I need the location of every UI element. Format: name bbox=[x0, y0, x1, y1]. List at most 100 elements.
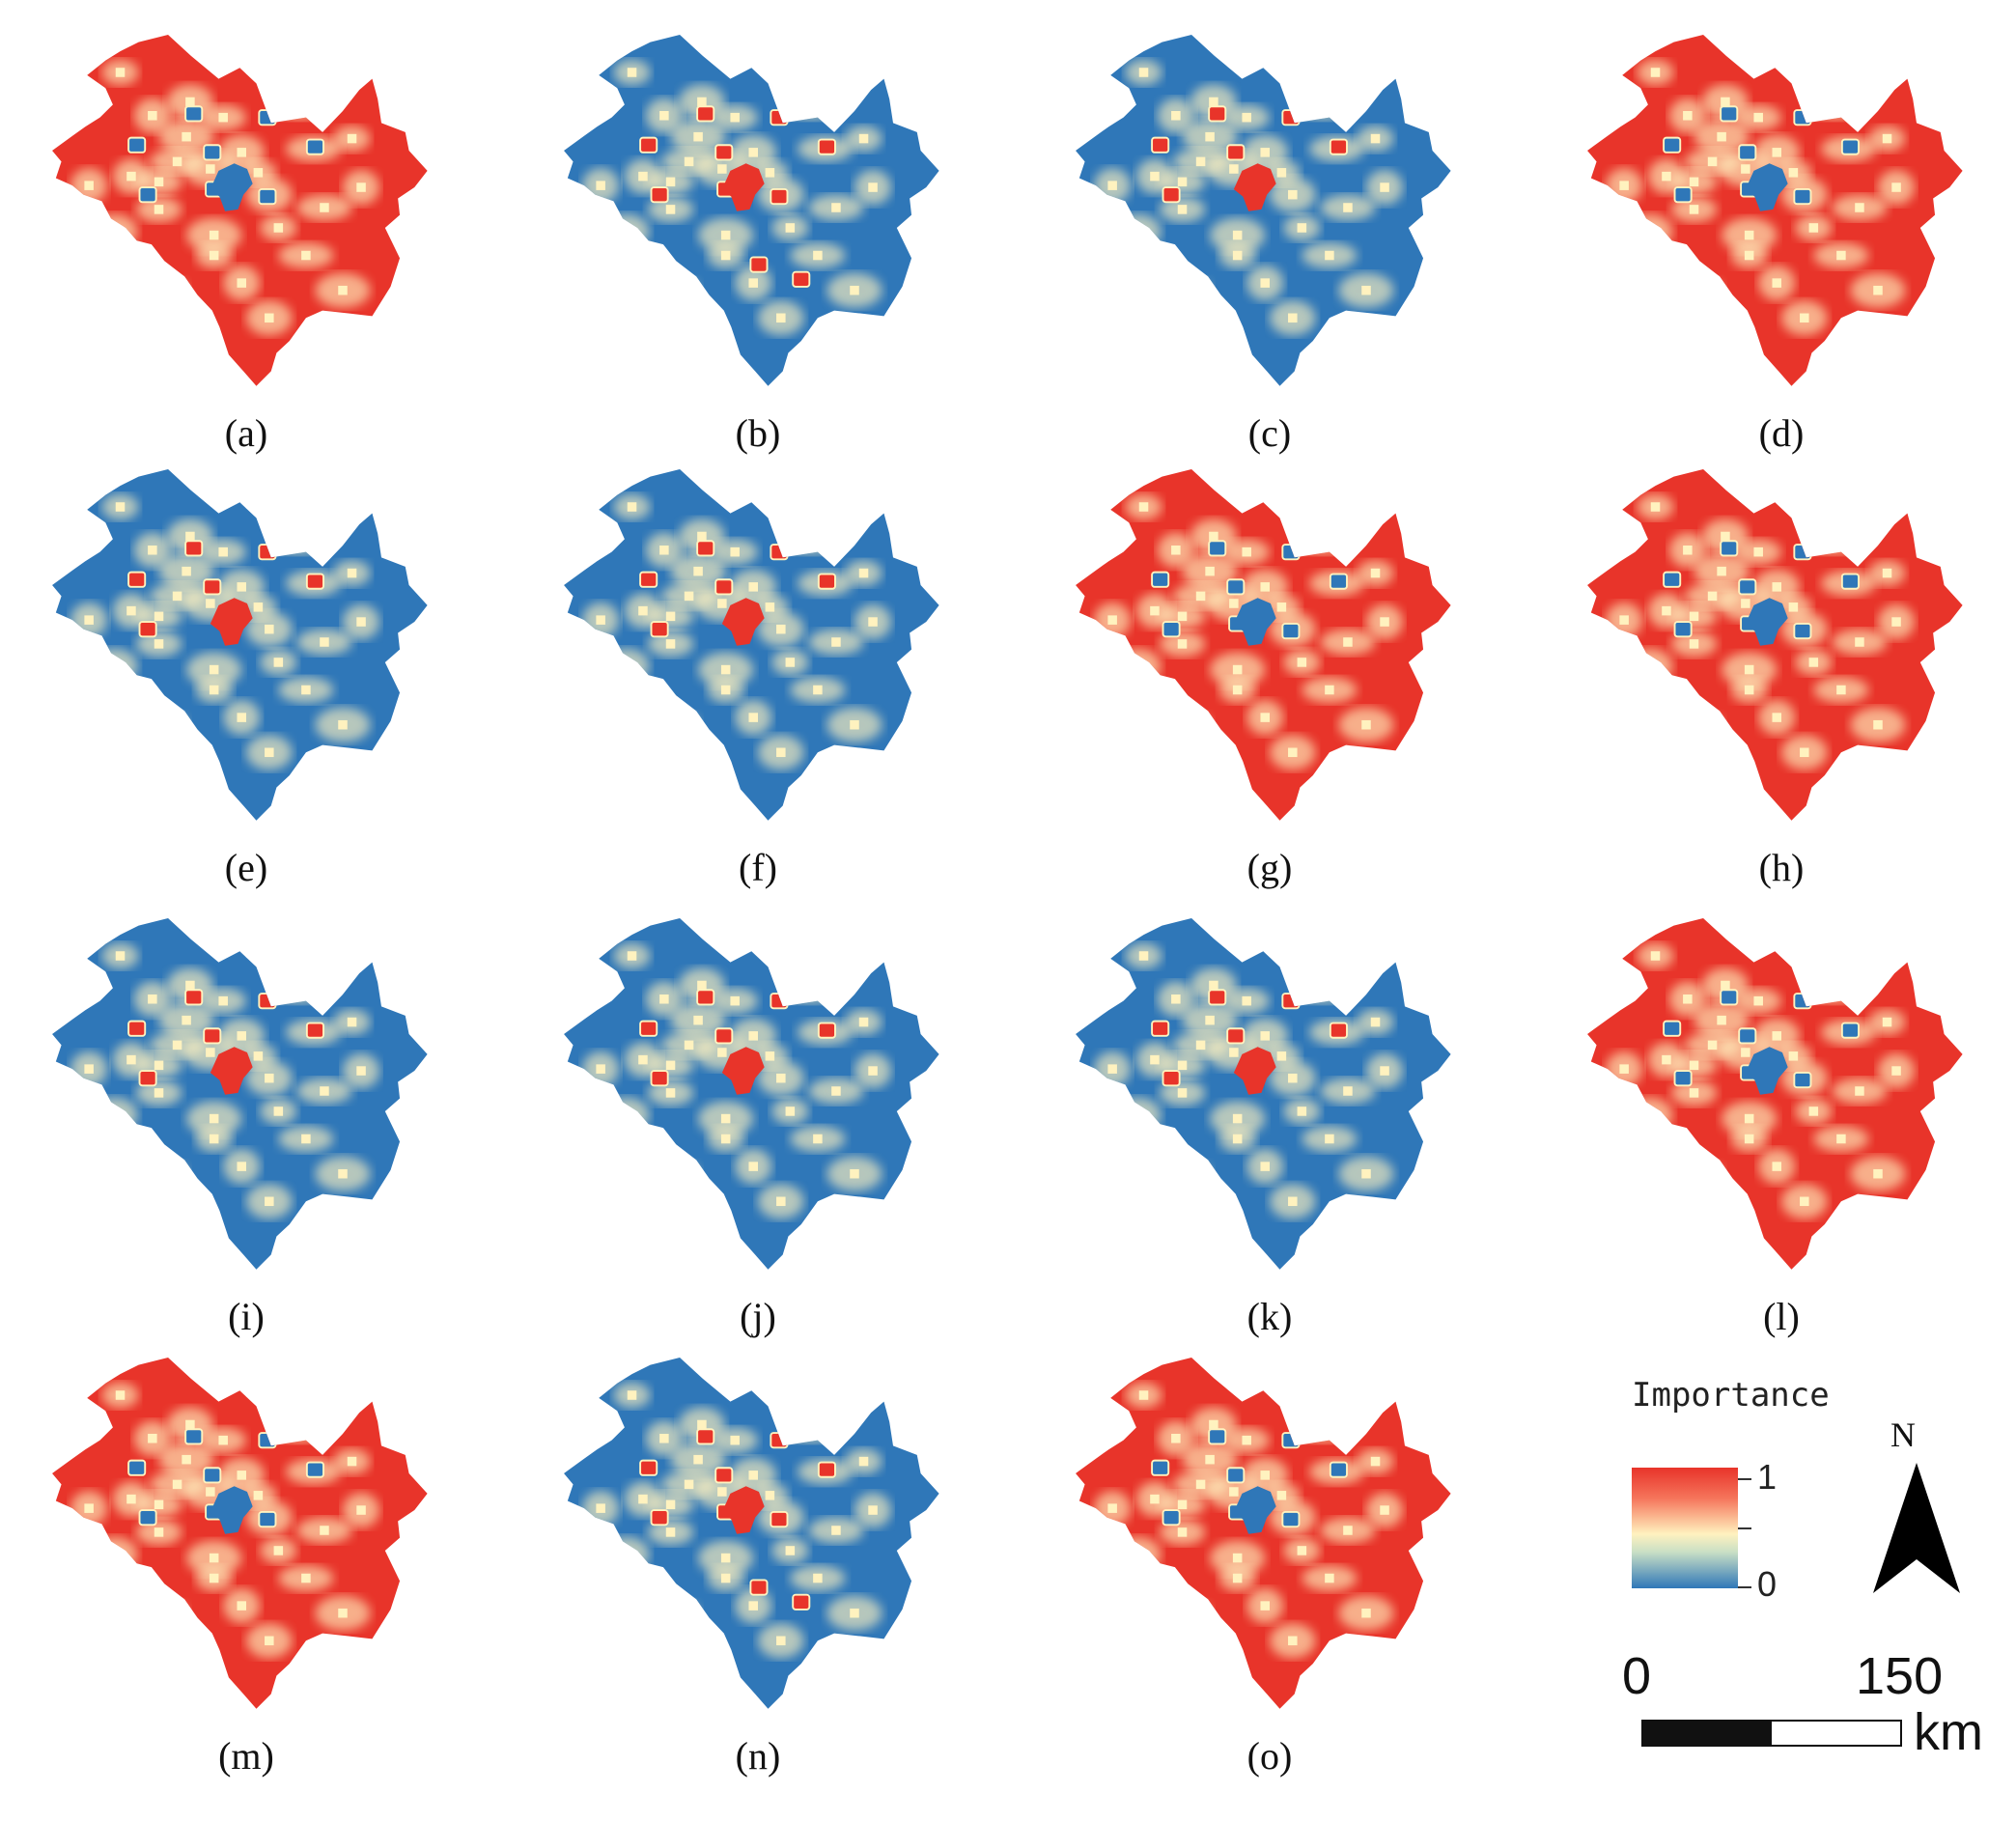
town-marker bbox=[206, 1048, 215, 1057]
town-marker bbox=[1738, 144, 1757, 161]
town-marker bbox=[237, 713, 246, 722]
town-marker bbox=[1650, 502, 1661, 512]
town-marker bbox=[785, 1546, 796, 1555]
map-hotspot bbox=[141, 1161, 188, 1188]
region-outline bbox=[1076, 468, 1451, 821]
central-city bbox=[1745, 598, 1788, 646]
town-marker bbox=[805, 1424, 816, 1434]
map-hotspot bbox=[1294, 1415, 1350, 1443]
town-marker bbox=[1361, 1608, 1371, 1618]
town-marker bbox=[776, 1196, 786, 1207]
legend-tick-min bbox=[1738, 1586, 1751, 1588]
town-marker bbox=[1738, 1027, 1757, 1045]
town-marker bbox=[720, 1113, 731, 1124]
town-marker bbox=[1208, 1428, 1227, 1445]
town-marker bbox=[1107, 615, 1117, 625]
town-marker bbox=[720, 1134, 731, 1144]
town-marker bbox=[696, 1428, 715, 1445]
town-marker bbox=[1183, 719, 1192, 730]
town-marker bbox=[1276, 1491, 1287, 1500]
town-marker bbox=[1689, 1088, 1699, 1098]
town-marker bbox=[320, 1086, 329, 1096]
town-marker bbox=[1694, 719, 1704, 730]
region-outline bbox=[1076, 1357, 1451, 1709]
map-panel: (j) bbox=[531, 898, 985, 1338]
town-marker bbox=[1317, 536, 1328, 546]
town-marker bbox=[792, 1593, 811, 1611]
town-marker bbox=[639, 136, 658, 154]
town-marker bbox=[1209, 980, 1218, 991]
map-hotspot bbox=[1294, 93, 1350, 120]
town-marker bbox=[1370, 1456, 1381, 1467]
town-marker bbox=[1891, 1066, 1901, 1076]
panel-label: (j) bbox=[740, 1295, 776, 1338]
town-marker bbox=[347, 133, 357, 144]
town-marker bbox=[1753, 546, 1763, 557]
town-marker bbox=[817, 1022, 836, 1039]
town-marker bbox=[720, 1573, 731, 1583]
town-marker bbox=[671, 1168, 681, 1179]
town-marker bbox=[650, 621, 669, 638]
town-marker bbox=[301, 1134, 311, 1144]
town-marker bbox=[717, 164, 727, 174]
town-marker bbox=[684, 1479, 694, 1490]
town-marker bbox=[693, 566, 703, 576]
town-marker bbox=[858, 568, 869, 578]
town-marker bbox=[126, 171, 136, 182]
town-marker bbox=[1717, 566, 1726, 576]
central-city bbox=[1745, 1047, 1788, 1095]
panel-label: (o) bbox=[1246, 1734, 1293, 1778]
town-marker bbox=[154, 1527, 164, 1537]
town-marker bbox=[1171, 995, 1181, 1004]
town-marker bbox=[1260, 1031, 1270, 1041]
town-marker bbox=[182, 1015, 191, 1025]
map-hotspot bbox=[782, 93, 838, 120]
town-marker bbox=[1150, 1054, 1160, 1065]
town-marker bbox=[1829, 536, 1839, 546]
map-hotspot bbox=[603, 213, 650, 249]
town-marker bbox=[1260, 148, 1270, 157]
map-hotspot bbox=[141, 1600, 188, 1627]
town-marker bbox=[159, 1168, 169, 1179]
town-marker bbox=[1276, 168, 1287, 178]
town-marker bbox=[1297, 223, 1307, 233]
central-city bbox=[1233, 598, 1276, 646]
region-map bbox=[564, 34, 939, 386]
town-marker bbox=[1242, 1435, 1251, 1445]
panel-label: (a) bbox=[224, 411, 268, 455]
town-marker bbox=[209, 664, 219, 675]
map-hotspot bbox=[1294, 976, 1350, 1003]
town-marker bbox=[1744, 664, 1754, 675]
town-marker bbox=[1619, 1064, 1629, 1074]
town-marker bbox=[301, 1573, 311, 1583]
town-marker bbox=[1229, 599, 1239, 608]
town-marker bbox=[868, 617, 878, 627]
town-marker bbox=[265, 624, 274, 634]
town-marker bbox=[185, 97, 195, 107]
town-marker bbox=[1229, 1048, 1239, 1057]
town-marker bbox=[684, 1040, 694, 1051]
town-marker bbox=[159, 285, 169, 295]
town-marker bbox=[138, 186, 157, 204]
town-marker bbox=[1694, 1168, 1704, 1179]
town-marker bbox=[1721, 97, 1730, 107]
town-marker bbox=[1209, 531, 1218, 542]
town-marker bbox=[748, 1471, 758, 1480]
town-marker bbox=[1753, 112, 1763, 123]
town-marker bbox=[1107, 1503, 1117, 1513]
town-marker bbox=[693, 131, 703, 142]
region-outline bbox=[52, 1357, 428, 1709]
town-marker bbox=[209, 1134, 219, 1144]
town-marker bbox=[1183, 1608, 1192, 1618]
region-outline bbox=[1587, 34, 1963, 386]
town-marker bbox=[1260, 1471, 1270, 1480]
town-marker bbox=[776, 1073, 786, 1083]
town-marker bbox=[84, 615, 94, 625]
region-outline bbox=[1076, 34, 1451, 386]
town-marker bbox=[868, 1066, 878, 1076]
town-marker bbox=[714, 144, 734, 161]
town-marker bbox=[1720, 540, 1739, 557]
town-marker bbox=[1873, 719, 1883, 730]
town-marker bbox=[126, 1494, 136, 1504]
town-marker bbox=[237, 1162, 246, 1171]
